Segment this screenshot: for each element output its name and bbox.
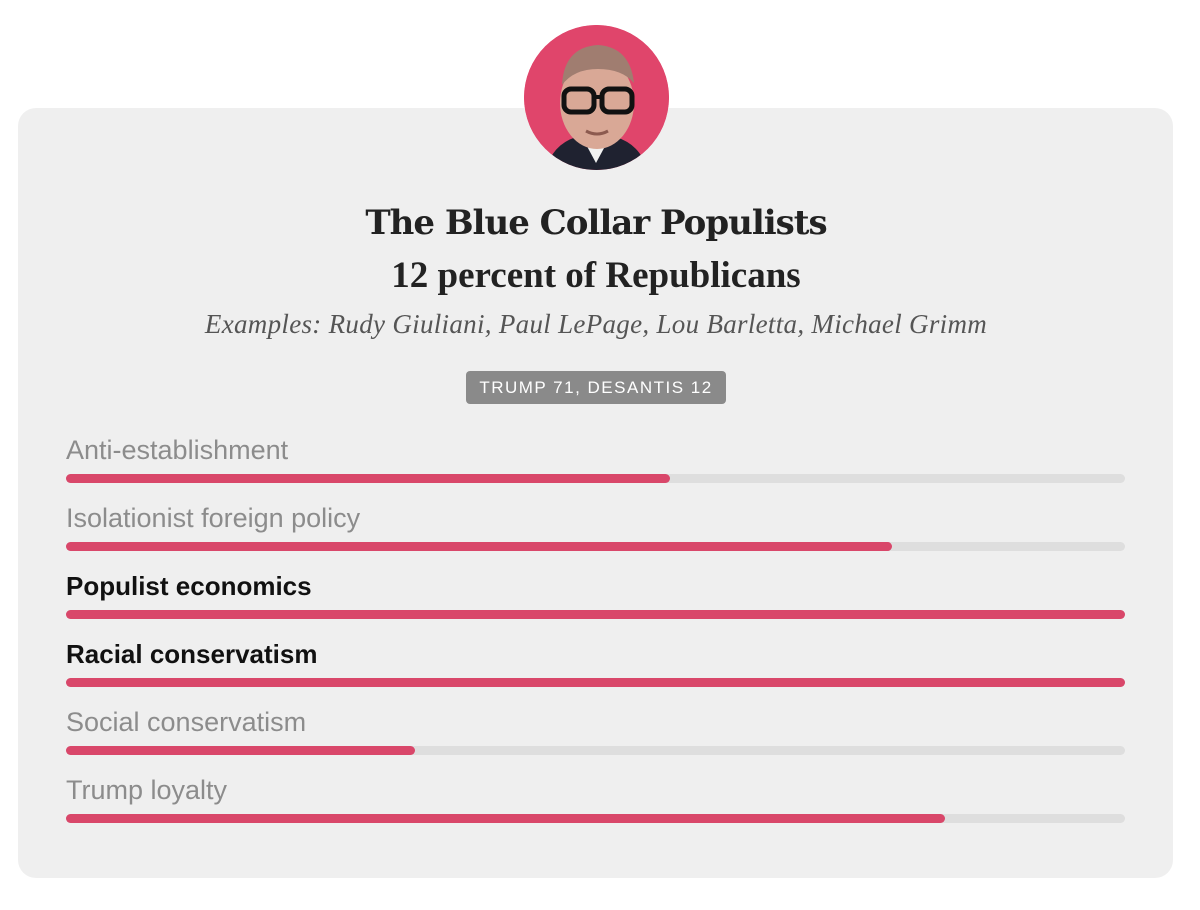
bar-track — [66, 542, 1125, 551]
bar-track — [66, 474, 1125, 483]
bar-row: Isolationist foreign policy — [66, 501, 1126, 569]
portrait-photo-icon — [524, 25, 669, 170]
bar-label: Trump loyalty — [66, 775, 228, 805]
avatar — [524, 25, 669, 170]
bar-label: Social conservatism — [66, 707, 307, 737]
bar-fill — [66, 610, 1125, 619]
bar-fill — [66, 814, 945, 823]
bar-row: Racial conservatism — [66, 637, 1126, 705]
bar-row: Populist economics — [66, 569, 1126, 637]
bar-label: Populist economics — [66, 571, 312, 601]
chart-title: The Blue Collar Populists — [365, 203, 827, 243]
examples-text: Examples: Rudy Giuliani, Paul LePage, Lo… — [204, 309, 988, 339]
bar-fill — [66, 474, 670, 483]
bar-track — [66, 610, 1125, 619]
bar-chart: Anti-establishment Isolationist foreign p… — [66, 433, 1126, 841]
bar-row: Anti-establishment — [66, 433, 1126, 501]
bar-row: Trump loyalty — [66, 773, 1126, 841]
bar-label: Isolationist foreign policy — [66, 503, 361, 533]
bar-track — [66, 814, 1125, 823]
chart-subtitle: 12 percent of Republicans — [391, 255, 801, 296]
bar-row: Social conservatism — [66, 705, 1126, 773]
bar-label: Anti-establishment — [66, 435, 289, 465]
bar-fill — [66, 746, 415, 755]
vote-share-badge: TRUMP 71, DESANTIS 12 — [466, 371, 726, 404]
bar-track — [66, 678, 1125, 687]
bar-fill — [66, 542, 892, 551]
bar-label: Racial conservatism — [66, 639, 318, 669]
bar-fill — [66, 678, 1125, 687]
bar-track — [66, 746, 1125, 755]
